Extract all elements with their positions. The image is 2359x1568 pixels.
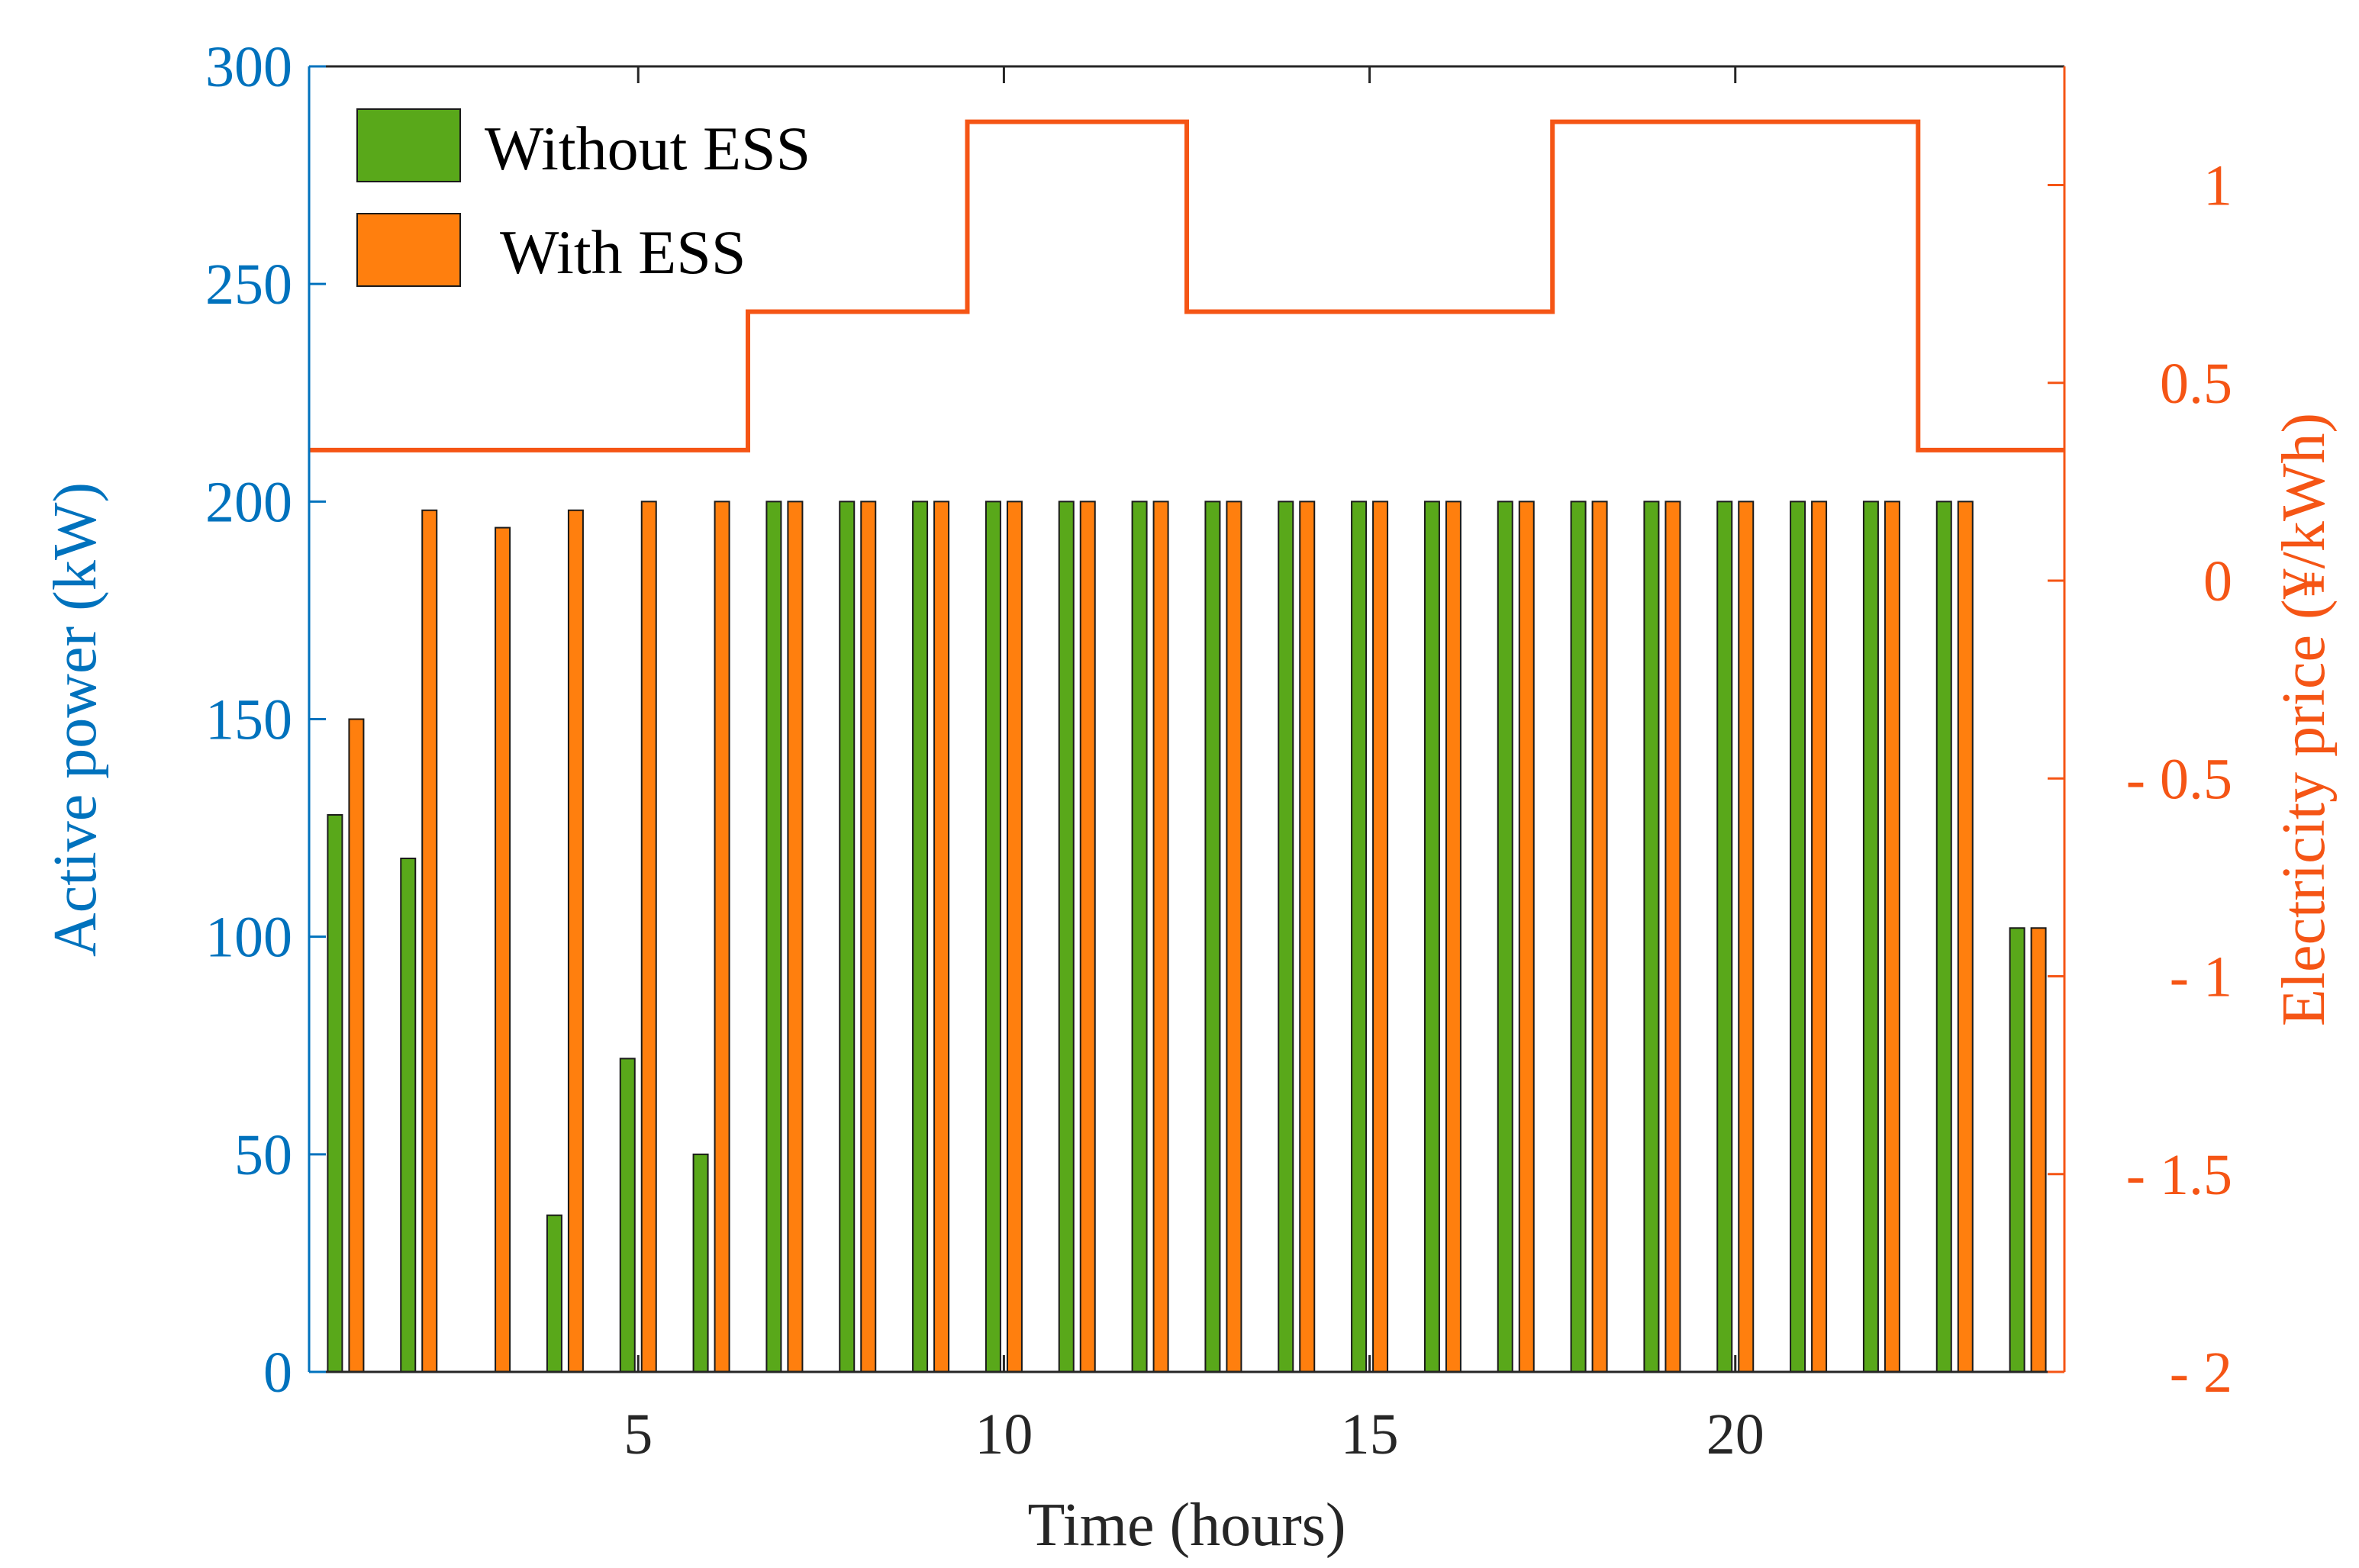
bar-with-ess-5 — [640, 501, 657, 1373]
bar-without-ess-4 — [546, 1214, 562, 1373]
bar-without-ess-9 — [912, 501, 929, 1373]
bar-with-ess-24 — [2030, 927, 2047, 1373]
price-line-layer — [309, 119, 2064, 452]
right-tick-label: - 2 — [2170, 1341, 2232, 1405]
bar-without-ess-5 — [619, 1058, 636, 1373]
right-tick-label: 0.5 — [2160, 352, 2232, 416]
bar-without-ess-10 — [985, 501, 1001, 1373]
bar-with-ess-19 — [1665, 501, 1681, 1373]
x-tick-label: 15 — [1341, 1402, 1399, 1467]
left-tick-label: 50 — [234, 1123, 292, 1187]
bar-without-ess-24 — [2009, 927, 2025, 1373]
bar-with-ess-22 — [1884, 501, 1900, 1373]
bar-with-ess-2 — [421, 509, 438, 1373]
bar-with-ess-15 — [1372, 501, 1389, 1373]
bar-without-ess-8 — [839, 501, 856, 1373]
left-tick-label: 150 — [205, 688, 292, 752]
left-y-axis-label: Active power (kW) — [42, 482, 109, 957]
bar-without-ess-23 — [1935, 501, 1952, 1373]
bar-with-ess-8 — [860, 501, 877, 1373]
bar-without-ess-22 — [1862, 501, 1879, 1373]
bar-with-ess-16 — [1445, 501, 1461, 1373]
right-tick-label: - 1 — [2170, 945, 2232, 1009]
bar-with-ess-4 — [567, 509, 584, 1373]
bar-with-ess-3 — [495, 526, 511, 1373]
bar-with-ess-23 — [1957, 501, 1974, 1373]
bar-with-ess-9 — [933, 501, 950, 1373]
left-tick-label: 250 — [205, 253, 292, 317]
left-tick-label: 100 — [205, 906, 292, 970]
left-tick-label: 300 — [205, 35, 292, 99]
x-tick-label: 10 — [975, 1402, 1033, 1467]
bar-without-ess-1 — [327, 813, 343, 1373]
bar-without-ess-20 — [1716, 501, 1733, 1373]
bars-layer — [327, 501, 2047, 1373]
legend-label-without-ess: Without ESS — [485, 114, 811, 183]
legend-label-with-ess: With ESS — [500, 217, 746, 287]
bar-with-ess-13 — [1226, 501, 1242, 1373]
bar-with-ess-7 — [787, 501, 804, 1373]
bar-without-ess-2 — [400, 858, 417, 1373]
right-y-axis-label: Electricity price (¥/kWh) — [2270, 413, 2338, 1026]
bar-without-ess-19 — [1643, 501, 1660, 1373]
bar-with-ess-11 — [1079, 501, 1096, 1373]
x-tick-label: 5 — [624, 1402, 653, 1467]
bar-without-ess-14 — [1278, 501, 1294, 1373]
right-tick-label: 0 — [2203, 549, 2232, 613]
left-tick-label: 200 — [205, 470, 292, 534]
bar-with-ess-1 — [348, 718, 365, 1373]
bar-with-ess-18 — [1591, 501, 1608, 1373]
left-tick-label: 0 — [263, 1341, 292, 1405]
bar-with-ess-10 — [1006, 501, 1023, 1373]
bar-without-ess-16 — [1423, 501, 1440, 1373]
bar-with-ess-12 — [1152, 501, 1169, 1373]
bar-without-ess-6 — [692, 1153, 709, 1373]
bar-without-ess-13 — [1204, 501, 1221, 1373]
x-tick-label: 20 — [1706, 1402, 1764, 1467]
bar-without-ess-21 — [1790, 501, 1806, 1373]
legend-swatch-with-ess — [356, 213, 461, 287]
bar-with-ess-6 — [714, 501, 730, 1373]
bar-without-ess-11 — [1058, 501, 1075, 1373]
bar-without-ess-12 — [1131, 501, 1148, 1373]
x-axis-label: Time (hours) — [1027, 1492, 1345, 1559]
right-tick-label: 1 — [2203, 154, 2232, 218]
legend: Without ESS With ESS — [356, 108, 811, 287]
price-step-line — [309, 119, 2064, 452]
bar-with-ess-21 — [1811, 501, 1828, 1373]
bar-without-ess-18 — [1570, 501, 1587, 1373]
right-tick-label: - 0.5 — [2126, 747, 2232, 811]
bar-with-ess-17 — [1518, 501, 1535, 1373]
bar-with-ess-20 — [1738, 501, 1755, 1373]
legend-swatch-without-ess — [356, 108, 461, 182]
bar-without-ess-7 — [765, 501, 782, 1373]
bar-without-ess-15 — [1351, 501, 1368, 1373]
bar-with-ess-14 — [1299, 501, 1316, 1373]
bar-without-ess-17 — [1497, 501, 1513, 1373]
right-tick-label: - 1.5 — [2126, 1143, 2232, 1207]
